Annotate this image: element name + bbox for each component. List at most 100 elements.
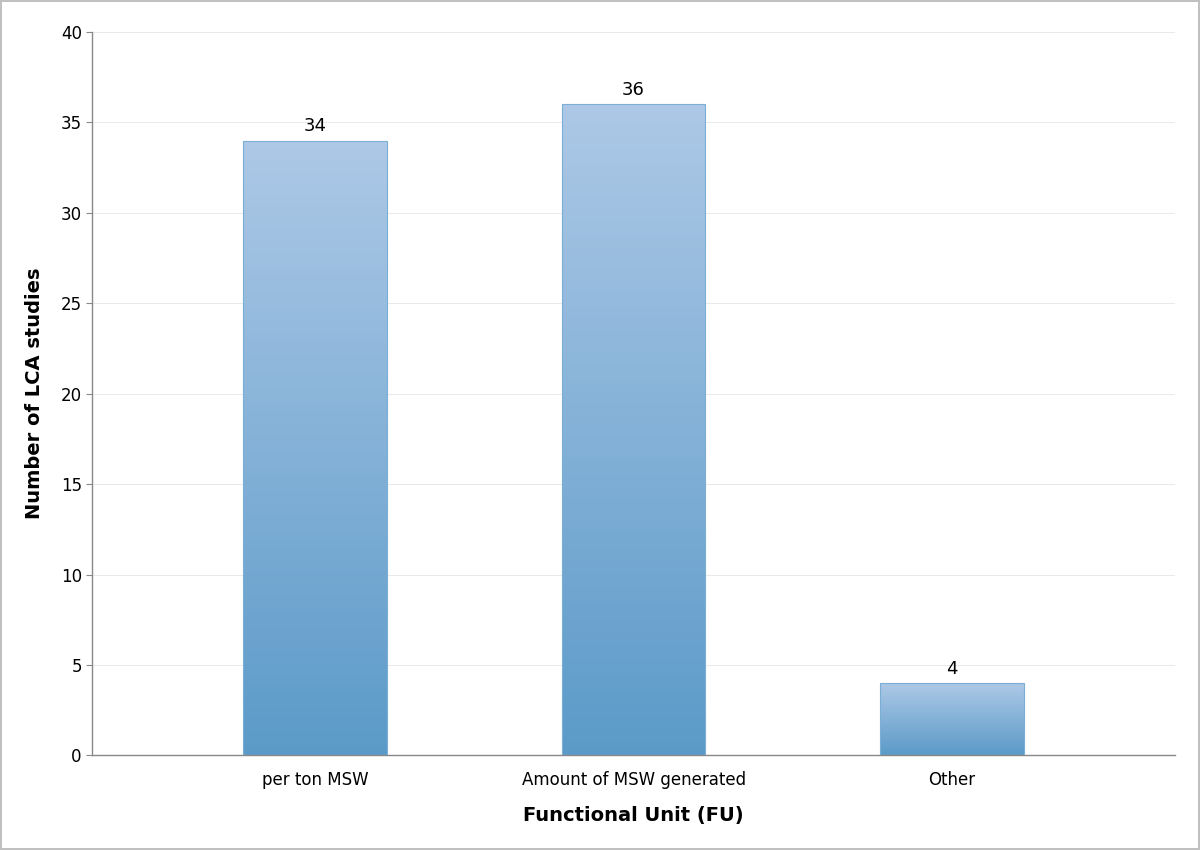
Bar xyxy=(562,736,706,742)
Bar xyxy=(244,442,386,448)
Bar xyxy=(562,391,706,397)
Bar xyxy=(244,644,386,651)
Bar xyxy=(244,343,386,349)
Bar xyxy=(562,430,706,436)
Bar xyxy=(244,380,386,387)
Bar xyxy=(562,683,706,690)
Bar xyxy=(244,208,386,214)
Bar xyxy=(244,337,386,343)
Bar xyxy=(244,467,386,473)
Bar xyxy=(244,239,386,245)
Bar xyxy=(562,293,706,300)
Bar xyxy=(244,153,386,159)
Bar xyxy=(244,202,386,208)
Bar xyxy=(562,358,706,365)
Bar xyxy=(562,208,706,215)
Bar xyxy=(244,547,386,553)
Bar xyxy=(244,706,386,712)
Bar xyxy=(244,669,386,676)
Bar xyxy=(562,469,706,475)
Bar xyxy=(244,540,386,547)
Bar xyxy=(244,528,386,534)
Bar xyxy=(244,484,386,491)
Bar xyxy=(562,567,706,573)
Bar xyxy=(244,712,386,718)
Bar xyxy=(562,105,706,110)
Bar xyxy=(562,443,706,450)
Bar xyxy=(244,589,386,596)
Bar xyxy=(562,130,706,137)
Bar xyxy=(562,117,706,124)
Bar xyxy=(244,552,386,558)
Bar xyxy=(244,165,386,171)
Bar xyxy=(562,541,706,547)
Bar xyxy=(244,399,386,405)
Bar xyxy=(244,252,386,258)
Bar xyxy=(562,742,706,749)
Bar xyxy=(244,140,386,756)
Bar xyxy=(562,599,706,606)
Bar xyxy=(244,282,386,288)
Bar xyxy=(562,352,706,358)
Bar xyxy=(244,429,386,436)
Bar xyxy=(244,688,386,694)
Bar xyxy=(244,731,386,737)
Bar xyxy=(562,105,706,756)
Bar xyxy=(562,606,706,612)
Bar xyxy=(244,355,386,362)
Bar xyxy=(244,184,386,190)
Text: 36: 36 xyxy=(622,81,646,99)
Bar xyxy=(244,214,386,220)
Bar xyxy=(562,475,706,482)
Bar xyxy=(244,227,386,233)
Bar xyxy=(244,718,386,724)
Text: 4: 4 xyxy=(947,660,958,677)
Bar xyxy=(562,436,706,443)
Bar xyxy=(244,196,386,202)
Bar xyxy=(881,683,1024,756)
Bar xyxy=(244,491,386,497)
Bar xyxy=(562,274,706,280)
Bar xyxy=(562,697,706,703)
Bar xyxy=(562,482,706,489)
Bar xyxy=(244,632,386,638)
Bar xyxy=(244,608,386,614)
Bar xyxy=(562,677,706,683)
Bar xyxy=(562,658,706,664)
Bar xyxy=(244,233,386,239)
Bar xyxy=(562,365,706,371)
Bar xyxy=(244,516,386,522)
Bar xyxy=(244,534,386,540)
Bar xyxy=(562,573,706,580)
Bar xyxy=(244,245,386,252)
Bar xyxy=(244,454,386,460)
Bar xyxy=(562,163,706,169)
Bar xyxy=(562,261,706,267)
Bar xyxy=(562,521,706,528)
Bar xyxy=(562,638,706,644)
Bar xyxy=(562,560,706,567)
Bar xyxy=(562,625,706,632)
Bar xyxy=(244,448,386,454)
Bar xyxy=(244,159,386,165)
Bar xyxy=(562,332,706,338)
Bar xyxy=(562,222,706,228)
Bar xyxy=(562,300,706,306)
Bar xyxy=(562,326,706,332)
Bar xyxy=(562,110,706,117)
Bar xyxy=(244,258,386,264)
Bar xyxy=(244,743,386,749)
Bar xyxy=(244,190,386,196)
Bar xyxy=(562,717,706,722)
Bar xyxy=(244,411,386,417)
Bar xyxy=(244,387,386,393)
Bar xyxy=(244,638,386,644)
Bar xyxy=(244,368,386,374)
Bar xyxy=(244,313,386,319)
Bar xyxy=(562,450,706,456)
Bar xyxy=(562,612,706,619)
Bar xyxy=(562,235,706,241)
Text: 34: 34 xyxy=(304,117,326,135)
Bar xyxy=(562,183,706,189)
Bar xyxy=(244,620,386,626)
